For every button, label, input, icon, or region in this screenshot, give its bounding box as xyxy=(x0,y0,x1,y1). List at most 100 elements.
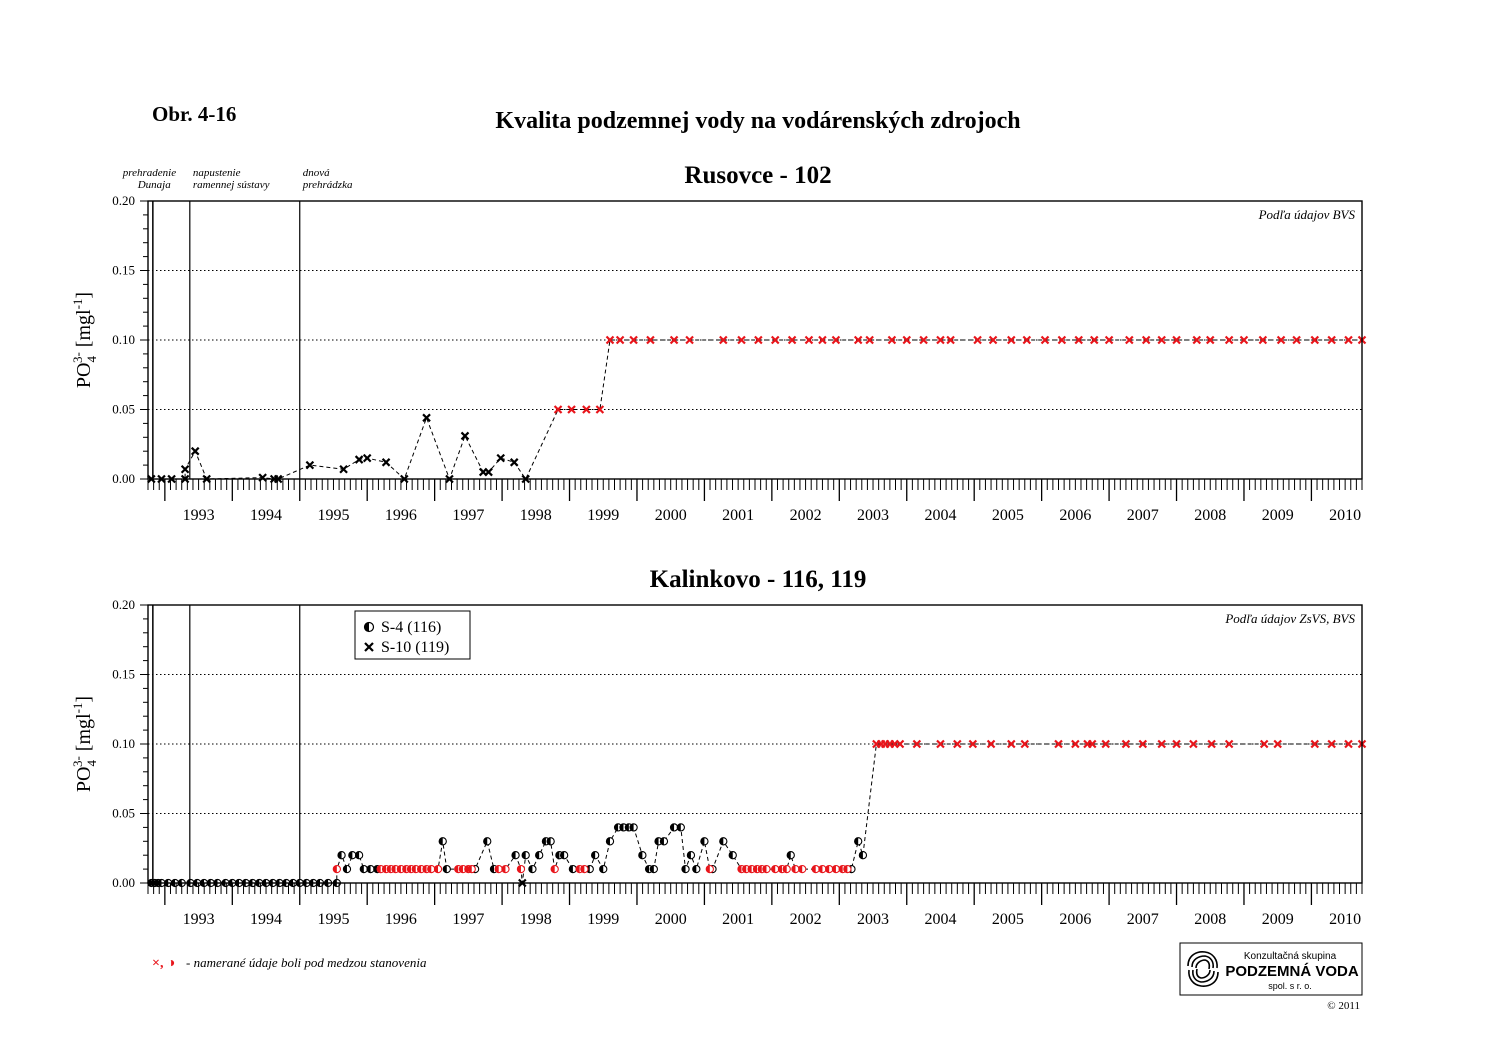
x-tick-label: 1994 xyxy=(250,911,282,928)
half-circle-marker xyxy=(348,851,357,860)
half-circle-marker xyxy=(580,864,589,874)
x-marker xyxy=(1101,739,1110,749)
half-circle-marker xyxy=(483,837,492,846)
x-tick-label: 2005 xyxy=(992,507,1024,524)
half-circle-marker xyxy=(359,864,368,874)
x-marker xyxy=(804,335,814,345)
x-marker xyxy=(305,460,315,470)
x-marker xyxy=(770,335,780,345)
half-circle-marker xyxy=(705,864,714,874)
x-marker xyxy=(831,335,841,345)
source-note-kalinkovo: Podľa údajov ZsVS, BVS xyxy=(1224,611,1355,626)
x-tick-label: 2008 xyxy=(1194,911,1226,928)
half-circle-marker xyxy=(494,864,503,874)
x-tick-label: 2001 xyxy=(722,507,754,524)
x-marker xyxy=(496,453,506,463)
x-tick-label: 1995 xyxy=(317,507,349,524)
x-marker xyxy=(1276,335,1286,345)
x-marker xyxy=(1089,335,1099,345)
logo-line1: Konzultačná skupina xyxy=(1244,951,1337,962)
x-marker xyxy=(381,458,391,467)
half-circle-marker xyxy=(501,864,510,874)
x-marker xyxy=(946,335,955,345)
half-circle-marker xyxy=(546,837,555,846)
x-marker xyxy=(1104,335,1114,345)
y-tick-label: 0.15 xyxy=(112,667,135,682)
x-marker xyxy=(1141,335,1151,345)
y-axis-title: PO43- [mgl-1] xyxy=(70,292,99,388)
x-marker xyxy=(605,335,615,345)
half-circle-marker xyxy=(535,851,544,860)
x-marker xyxy=(1344,739,1353,749)
x-marker xyxy=(853,335,863,345)
x-marker xyxy=(1020,739,1030,749)
x-marker xyxy=(818,335,827,345)
x-marker xyxy=(1157,739,1166,749)
half-circle-marker xyxy=(605,837,615,846)
x-tick-label: 1999 xyxy=(587,911,619,928)
y-tick-label: 0.20 xyxy=(112,193,135,208)
x-marker xyxy=(1189,739,1198,749)
x-marker xyxy=(968,739,978,749)
half-circle-marker xyxy=(629,823,638,832)
main-title: Kvalita podzemnej vody na vodárenských z… xyxy=(495,108,1020,134)
half-circle-marker xyxy=(433,864,443,874)
half-circle-marker xyxy=(728,851,737,860)
x-marker xyxy=(1071,739,1080,749)
x-marker xyxy=(1125,335,1134,345)
footnote-symbols: ×, ◑ xyxy=(152,956,175,971)
x-marker xyxy=(1172,335,1181,345)
half-circle-marker xyxy=(559,851,569,860)
axes: 0.00 0.05 0.10 0.15 0.20 1993 1994 1995 1996 1997… xyxy=(112,193,1363,524)
x-marker xyxy=(567,405,576,414)
y-axis-title: PO43- [mgl-1] xyxy=(70,696,99,792)
x-marker xyxy=(1224,739,1234,749)
half-circle-marker xyxy=(686,851,696,860)
data-points xyxy=(147,335,1367,484)
half-circle-marker xyxy=(818,864,827,874)
x-marker xyxy=(1007,739,1016,749)
x-marker xyxy=(1344,335,1353,345)
x-tick-label: 2002 xyxy=(790,507,822,524)
company-logo: Konzultačná skupina PODZEMNÁ VODA spol. … xyxy=(1179,942,1363,996)
x-tick-label: 2010 xyxy=(1329,911,1361,928)
half-circle-marker xyxy=(719,837,728,846)
x-tick-label: 2002 xyxy=(790,911,822,928)
x-tick-label: 2004 xyxy=(924,507,956,524)
x-marker xyxy=(180,464,190,474)
half-circle-marker xyxy=(427,864,436,874)
legend: S-4 (116) S-10 (119) xyxy=(354,610,471,660)
half-circle-marker xyxy=(681,864,690,874)
half-circle-marker xyxy=(700,837,709,846)
x-tick-label: 2004 xyxy=(924,911,956,928)
half-circle-marker xyxy=(638,851,647,860)
x-marker xyxy=(887,335,897,345)
x-tick-label: 2001 xyxy=(722,911,754,928)
y-tick-label: 0.05 xyxy=(112,402,135,417)
half-circle-marker xyxy=(438,837,447,846)
figure-label: Obr. 4-16 xyxy=(152,102,236,126)
event-label: prehrádzka xyxy=(302,179,353,191)
y-tick-label: 0.00 xyxy=(112,875,135,890)
x-marker xyxy=(919,335,928,345)
x-marker xyxy=(553,405,563,414)
x-tick-label: 2000 xyxy=(655,911,687,928)
x-marker xyxy=(1310,739,1320,749)
copyright: © 2011 xyxy=(1327,1000,1360,1012)
x-marker xyxy=(986,739,996,749)
x-marker xyxy=(1327,739,1336,749)
x-marker xyxy=(988,335,998,345)
x-marker xyxy=(1192,335,1202,345)
half-circle-marker xyxy=(354,851,364,860)
half-circle-marker xyxy=(442,864,451,874)
x-tick-label: 1997 xyxy=(452,507,484,524)
x-marker xyxy=(1224,335,1234,345)
x-tick-label: 1996 xyxy=(385,507,417,524)
spiral-logo-icon xyxy=(1187,951,1219,987)
half-circle-marker xyxy=(366,864,375,874)
event-label: napustenie xyxy=(193,167,241,179)
x-marker xyxy=(895,739,905,749)
x-marker xyxy=(902,335,912,345)
x-tick-label: 2006 xyxy=(1059,911,1091,928)
